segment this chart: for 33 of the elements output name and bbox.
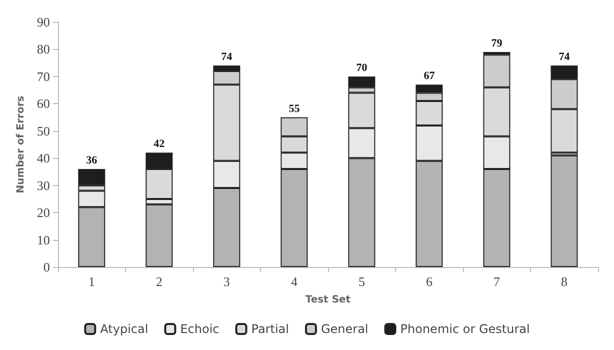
y-tick-label: 20 — [36, 205, 50, 220]
legend-label: Echoic — [180, 322, 220, 336]
total-label: 79 — [491, 37, 503, 50]
y-tick-label: 90 — [36, 14, 50, 30]
legend-label: Atypical — [100, 322, 148, 336]
x-axis-title: Test Set — [305, 294, 351, 306]
y-tick-label: 30 — [36, 178, 50, 193]
y-tick-label: 60 — [36, 96, 50, 112]
total-label: 55 — [288, 102, 300, 115]
y-tick-label: 10 — [36, 232, 50, 248]
y-tick-label: 70 — [36, 68, 50, 84]
legend-label: Partial — [251, 322, 289, 336]
legend-label: General — [320, 322, 368, 336]
total-label: 74 — [558, 51, 570, 64]
x-tick-label: 7 — [493, 274, 500, 289]
legend-label: Phonemic or Gestural — [400, 322, 530, 336]
total-label: 74 — [221, 51, 233, 64]
x-tick-label: 3 — [223, 274, 230, 289]
x-tick-label: 1 — [88, 274, 95, 289]
x-tick-label: 5 — [358, 274, 365, 289]
y-tick-label: 40 — [36, 150, 50, 166]
x-tick-label: 4 — [290, 274, 298, 289]
x-tick-label: 2 — [156, 274, 162, 289]
x-tick-label: 6 — [426, 274, 433, 289]
x-tick-label: 8 — [560, 274, 568, 289]
y-tick-label: 80 — [36, 42, 50, 57]
y-axis-title: Number of Errors — [16, 96, 26, 194]
total-label: 70 — [356, 62, 368, 74]
total-label: 42 — [154, 138, 166, 150]
y-tick-label: 0 — [43, 260, 50, 274]
total-label: 36 — [86, 154, 98, 166]
total-label: 67 — [424, 70, 436, 82]
y-tick-label: 50 — [36, 123, 50, 138]
